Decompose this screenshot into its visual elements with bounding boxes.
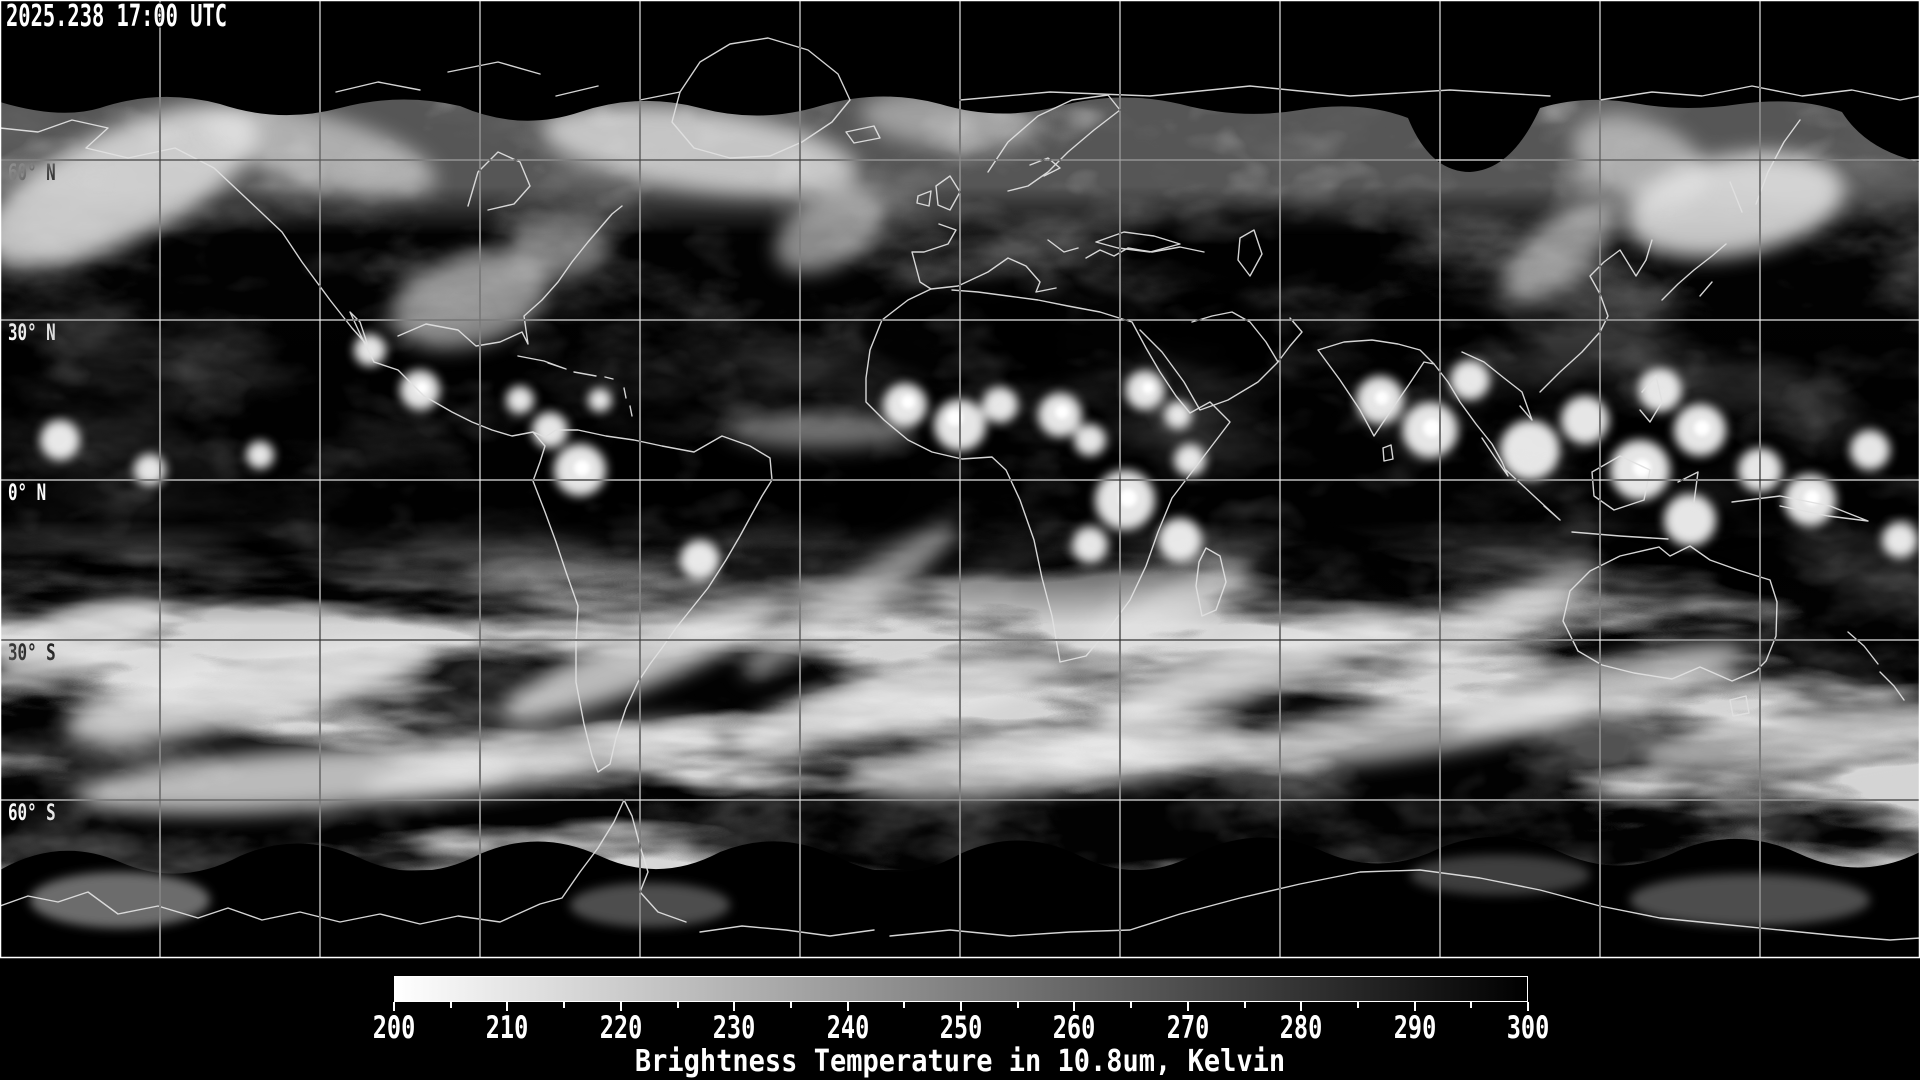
world-ir-map	[0, 0, 1920, 959]
colorbar-minor-tick	[449, 1002, 452, 1008]
colorbar-minor-tick	[1243, 1002, 1246, 1008]
colorbar-tick-label: 280	[1279, 1010, 1323, 1046]
colorbar-caption: Brightness Temperature in 10.8um, Kelvin	[634, 1044, 1286, 1079]
satellite-ir-image	[0, 0, 1920, 959]
colorbar-tick-label: 260	[1052, 1010, 1096, 1046]
colorbar-tick-label: 290	[1393, 1010, 1437, 1046]
colorbar-major-tick	[1073, 1002, 1076, 1011]
colorbar-major-tick	[1186, 1002, 1189, 1011]
colorbar-tick-label: 250	[939, 1010, 983, 1046]
timestamp-label: 2025.238 17:00 UTC	[6, 0, 228, 34]
latitude-label-0n: 0° N	[8, 481, 47, 506]
colorbar-minor-tick	[903, 1002, 906, 1008]
colorbar-gradient	[394, 976, 1528, 1002]
colorbar-major-tick	[846, 1002, 849, 1011]
graticule-grid	[0, 0, 1920, 958]
colorbar-tick-label: 200	[372, 1010, 416, 1046]
colorbar-tick-label: 300	[1506, 1010, 1550, 1046]
colorbar-tick-label: 230	[712, 1010, 756, 1046]
colorbar-major-tick	[1527, 1002, 1529, 1011]
latitude-label-30s: 30° S	[8, 641, 56, 666]
colorbar-minor-tick	[1356, 1002, 1359, 1008]
colorbar-minor-tick	[1130, 1002, 1133, 1008]
colorbar-major-tick	[506, 1002, 509, 1011]
colorbar-major-tick	[960, 1002, 962, 1011]
colorbar-area: 200 210 220 230 240 250 260 270 280 290 …	[0, 959, 1920, 1080]
colorbar-minor-tick	[1470, 1002, 1473, 1008]
colorbar-minor-tick	[563, 1002, 566, 1008]
latitude-label-60s: 60° S	[8, 801, 56, 826]
colorbar-major-tick	[619, 1002, 622, 1011]
colorbar-ticks	[393, 1002, 1529, 1012]
latitude-label-30n: 30° N	[8, 321, 56, 346]
colorbar-major-tick	[1300, 1002, 1303, 1011]
colorbar-tick-label: 220	[599, 1010, 643, 1046]
colorbar-major-tick	[733, 1002, 736, 1011]
colorbar-tick-label: 210	[485, 1010, 529, 1046]
colorbar-minor-tick	[789, 1002, 792, 1008]
coastline-overlay	[0, 37, 1920, 941]
colorbar-major-tick	[393, 1002, 395, 1011]
latitude-label-60n: 60° N	[8, 161, 56, 186]
colorbar-tick-label: 240	[826, 1010, 870, 1046]
colorbar-major-tick	[1413, 1002, 1416, 1011]
colorbar-minor-tick	[1016, 1002, 1019, 1008]
colorbar-tick-label: 270	[1166, 1010, 1210, 1046]
colorbar-minor-tick	[676, 1002, 679, 1008]
